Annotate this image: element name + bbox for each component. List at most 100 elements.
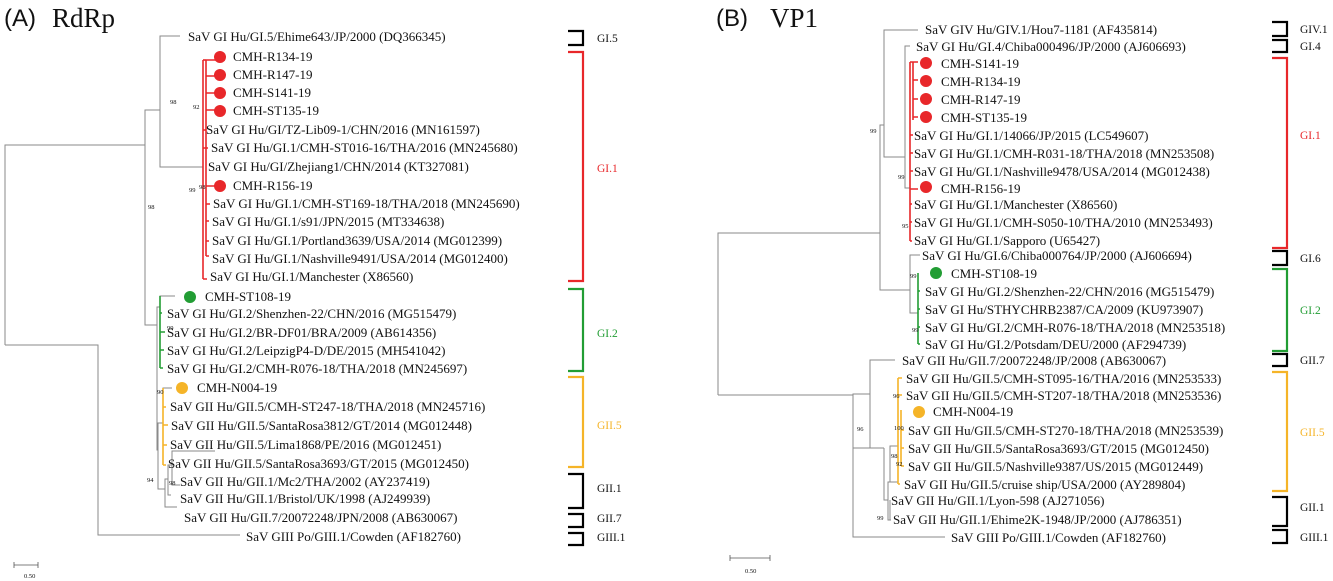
bootstrap-value: 99 [167,325,174,332]
taxon-label: CMH-N004-19 [933,404,1013,419]
bootstrap-value: 96 [893,393,900,400]
taxon-label: CMH-R134-19 [233,49,312,64]
genotype-label: GIII.1 [1300,532,1329,544]
bracket-gi2 [1272,267,1289,353]
genotype-label: GI.2 [597,328,618,340]
taxon-label: CMH-S141-19 [941,56,1019,71]
panel-b-gene-title: VP1 [770,3,818,33]
taxon-label: SaV GI Hu/GI.1/Sapporo (U65427) [914,233,1100,248]
panel-b-gii5-clade-lines [897,377,904,485]
panel-a-gene-title: RdRp [52,3,115,33]
taxon-label: SaV GII Hu/GII.5/CMH-ST270-18/THA/2018 (… [908,423,1223,438]
taxon-label: SaV GI Hu/GI.1/CMH-ST016-16/THA/2016 (MN… [211,140,518,155]
panel-a-label: (A) [4,5,36,32]
bootstrap-value: 99 [877,515,884,522]
bootstrap-value: 94 [147,477,154,484]
taxon-label: SaV GI Hu/GI.1/CMH-ST169-18/THA/2018 (MN… [213,196,520,211]
yellow-sample-dot [913,406,925,418]
bracket-giii1 [568,531,585,547]
taxon-label: SaV GIV Hu/GIV.1/Hou7-1181 (AF435814) [925,22,1157,37]
genotype-label: GII.5 [597,420,622,432]
bracket-gi6 [1272,249,1289,267]
taxon-label: SaV GI Hu/GI.5/Ehime643/JP/2000 (DQ36634… [188,29,446,44]
panel-b-tree-branches [717,29,945,538]
genotype-label: GII.7 [597,513,622,525]
genotype-label: GI.4 [1300,41,1321,53]
panel-a-genotype-labels: GI.5 GI.1 GI.2 GII.5 GII.1 GII.7 GIII.1 [597,33,626,544]
red-sample-dot [214,87,226,99]
red-sample-dot [214,105,226,117]
scale-bar-label: 0.50 [745,568,756,575]
red-sample-dot [920,75,932,87]
genotype-label: GII.1 [1300,502,1325,514]
taxon-label: SaV GI Hu/GI.1/Nashville9491/USA/2014 (M… [212,251,508,266]
taxon-label: CMH-ST108-19 [951,266,1037,281]
green-sample-dot [184,291,196,303]
taxon-label: SaV GII Hu/GII.5/SantaRosa3812/GT/2014 (… [171,418,472,433]
genotype-label: GI.6 [1300,253,1321,265]
taxon-label: SaV GII Hu/GII.7/20072248/JPN/2008 (AB63… [184,510,457,525]
taxon-label: SaV GII Hu/GII.7/20072248/JP/2008 (AB630… [902,353,1166,368]
bootstrap-value: 98 [170,99,177,106]
bootstrap-value: 92 [896,461,903,468]
taxon-label: SaV GII Hu/GII.5/Lima1868/PE/2016 (MG012… [170,437,441,452]
taxon-label: SaV GII Hu/GII.5/CMH-ST095-16/THA/2016 (… [906,371,1221,386]
bracket-gi2 [568,287,585,373]
taxon-label: SaV GII Hu/GII.5/CMH-ST207-18/THA/2018 (… [906,388,1221,403]
taxon-label: CMH-N004-19 [197,380,277,395]
panel-a-genotype-brackets [568,29,585,547]
taxon-label: SaV GII Hu/GII.1/Bristol/UK/1998 (AJ2499… [180,491,430,506]
genotype-label: GII.7 [1300,355,1325,367]
taxon-label: SaV GI Hu/GI.1/Manchester (X86560) [210,269,413,284]
taxon-label: SaV GI Hu/GI.1/s91/JPN/2015 (MT334638) [212,214,444,229]
panel-b-genotype-brackets [1272,20,1289,545]
taxon-label: CMH-R156-19 [941,181,1020,196]
taxon-label: SaV GII Hu/GII.5/cruise ship/USA/2000 (A… [904,477,1185,492]
bootstrap-value: 98 [169,480,176,487]
taxon-label: SaV GI Hu/GI.2/LeipzigP4-D/DE/2015 (MH54… [167,343,446,358]
scale-bar-label: 0.50 [24,573,35,580]
taxon-label: SaV GI Hu/GI/Zhejiang1/CHN/2014 (KT32708… [208,159,469,174]
taxon-label: SaV GI Hu/GI/TZ-Lib09-1/CHN/2016 (MN1615… [206,122,480,137]
bootstrap-value: 99 [898,174,905,181]
taxon-label: SaV GII Hu/GII.5/CMH-ST247-18/THA/2018 (… [170,399,485,414]
panel-b-sample-markers [913,57,942,418]
red-sample-dot [214,180,226,192]
taxon-label: SaV GI Hu/GI.1/Nashville9478/USA/2014 (M… [914,164,1210,179]
taxon-label: CMH-R147-19 [233,67,312,82]
bracket-gi5 [568,29,585,47]
taxon-label: SaV GI Hu/GI.6/Chiba000764/JP/2000 (AJ60… [922,248,1192,263]
bootstrap-value: 95 [902,223,909,230]
red-sample-dot [920,111,932,123]
genotype-label: GI.5 [597,33,618,45]
panel-b: (B) VP1 SaV GIV Hu/GIV.1/Hou7-1181 ( [716,3,1329,575]
taxon-label: SaV GII Hu/GII.5/SantaRosa3693/GT/2015 (… [908,441,1209,456]
taxon-label: CMH-ST135-19 [233,103,319,118]
panel-a-gii5-clade-lines [162,388,168,466]
red-sample-dot [920,57,932,69]
red-sample-dot [214,51,226,63]
bracket-gi1 [568,50,585,283]
taxon-label: SaV GI Hu/GI.2/CMH-R076-18/THA/2018 (MN2… [167,361,467,376]
panel-a-gi2-clade-lines [159,296,165,369]
taxon-label: SaV GII Hu/GII.5/Nashville9387/US/2015 (… [908,459,1203,474]
panel-a-scale-bar: 0.50 [13,562,39,580]
panel-b-label: (B) [716,5,748,32]
taxon-label: SaV GIII Po/GIII.1/Cowden (AF182760) [951,530,1166,545]
taxon-label: CMH-R134-19 [941,74,1020,89]
taxon-label: SaV GII Hu/GII.5/SantaRosa3693/GT/2015 (… [168,456,469,471]
bootstrap-value: 90 [157,389,164,396]
bracket-gii1 [568,472,585,510]
bootstrap-value: 98 [148,204,155,211]
bracket-gii7 [1272,352,1289,368]
bootstrap-value: 92 [193,104,200,111]
genotype-label: GII.5 [1300,427,1325,439]
red-sample-dot [920,93,932,105]
panel-a-bootstrap-values: 98 92 98 99 98 99 90 94 98 [147,99,206,487]
panel-b-scale-bar: 0.50 [729,555,771,575]
taxon-label: CMH-R156-19 [233,178,312,193]
bracket-gii5 [1272,370,1289,493]
taxon-label: CMH-S141-19 [233,85,311,100]
bracket-gii7 [568,512,585,529]
